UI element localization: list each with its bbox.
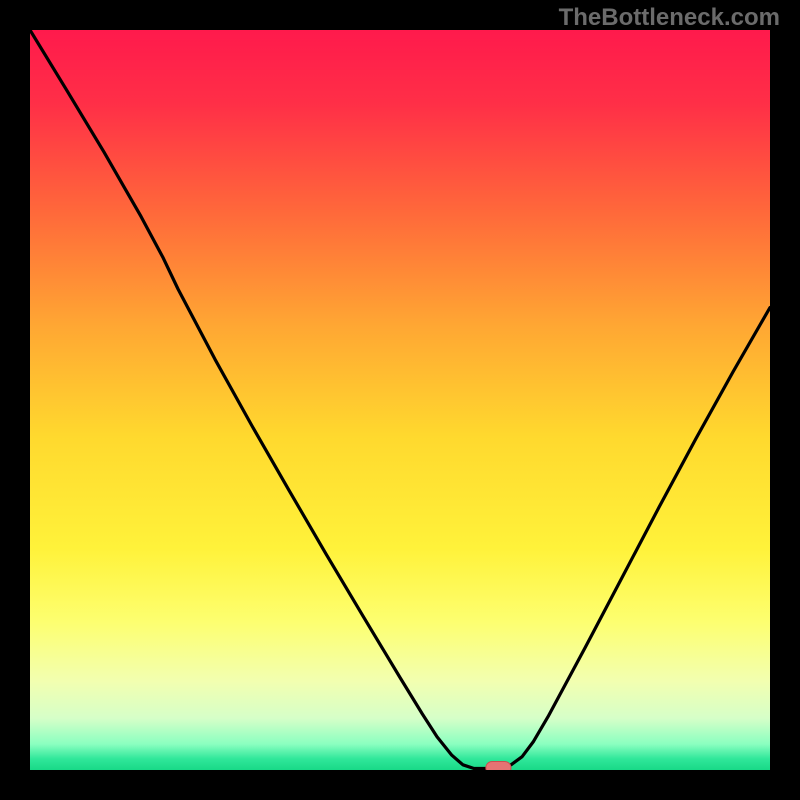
plot-svg [30,30,770,770]
optimal-point-marker [486,761,511,770]
plot-area [30,30,770,770]
watermark-text: TheBottleneck.com [559,4,780,32]
gradient-background [30,30,770,770]
